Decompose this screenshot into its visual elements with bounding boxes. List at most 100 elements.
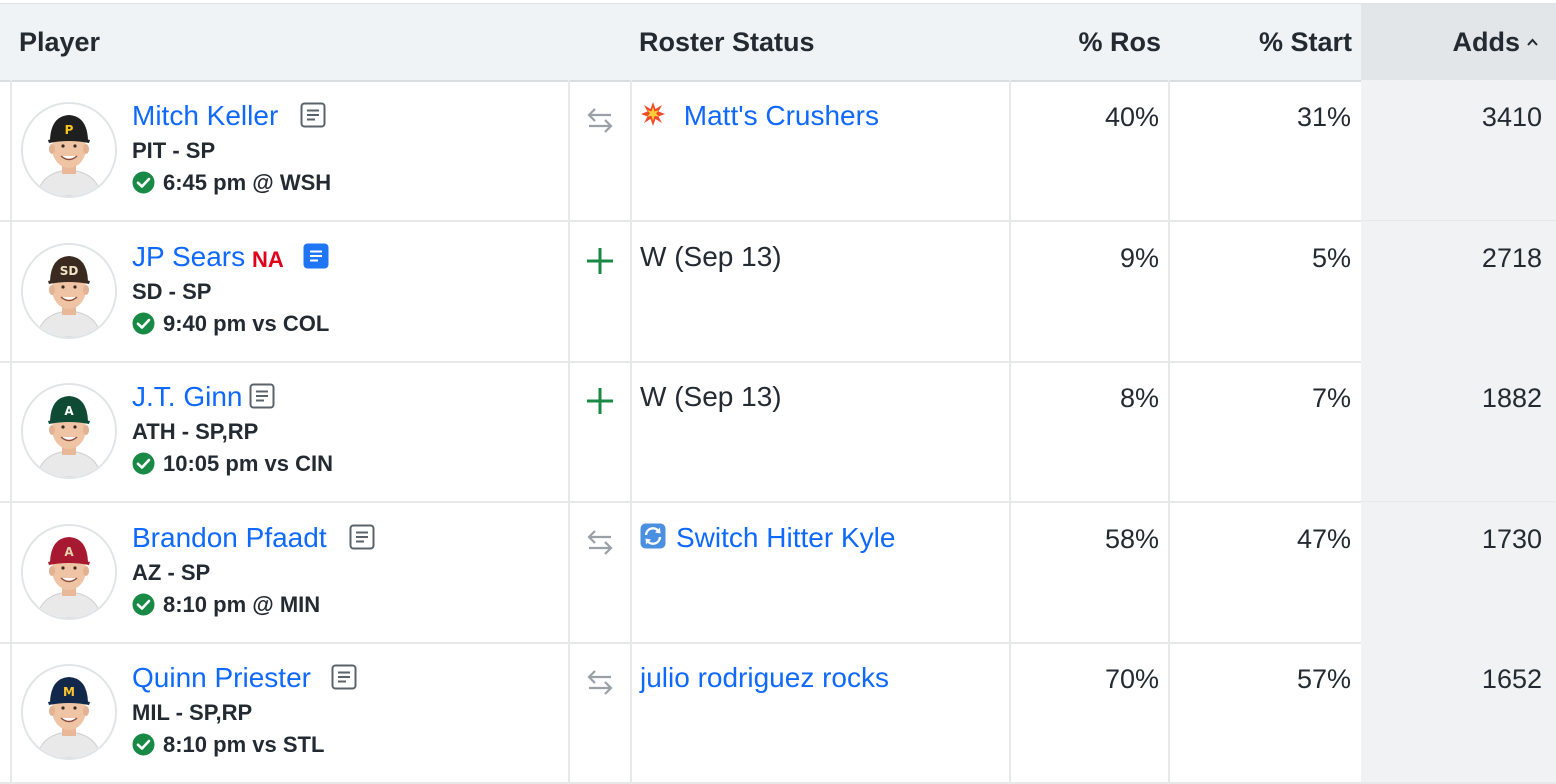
game-time-text: 6:45 pm @ WSH (163, 170, 332, 195)
roster-status[interactable]: Switch Hitter Kyle (640, 522, 895, 554)
roster-status[interactable]: julio rodriguez rocks (640, 662, 889, 694)
roster-status-text: Switch Hitter Kyle (676, 521, 896, 553)
column-divider (1168, 642, 1170, 782)
pct-rostered: 70% (1104, 664, 1159, 694)
player-team-position: PIT - SP (132, 138, 216, 163)
column-divider (630, 642, 632, 782)
column-divider (1009, 361, 1011, 501)
column-divider (1168, 220, 1170, 361)
table-row: A J.T. Ginn ATH - SP,RP 10:05 pm vs CIN … (0, 361, 1556, 503)
column-divider (630, 80, 632, 220)
column-header-roster-status[interactable]: Roster Status (639, 27, 815, 57)
player-headshot-icon: A (23, 385, 115, 477)
pct-started: 7% (1311, 383, 1351, 413)
game-time-text: 9:40 pm vs COL (163, 310, 330, 336)
player-name-link[interactable]: JP Sears (132, 240, 246, 272)
player-avatar[interactable]: SD (21, 242, 117, 339)
column-divider (1009, 220, 1011, 361)
refresh-icon (640, 523, 666, 548)
player-avatar[interactable]: M (21, 664, 117, 760)
player-note-icon[interactable] (349, 524, 375, 550)
svg-text:SD: SD (60, 264, 79, 278)
game-info: 10:05 pm vs CIN (132, 451, 333, 477)
player-note-icon[interactable] (331, 664, 357, 690)
player-name-link[interactable]: Quinn Priester (132, 662, 311, 693)
svg-text:M: M (63, 685, 75, 699)
add-player-icon[interactable] (584, 245, 616, 277)
table-header: Player Roster Status % Ros % Start Adds (0, 3, 1556, 82)
roster-status[interactable]: Matt's Crushers (640, 100, 879, 132)
roster-status-text: W (Sep 13) (640, 240, 782, 272)
column-divider (10, 80, 12, 220)
roster-status-text: W (Sep 13) (640, 381, 782, 412)
column-divider (10, 361, 12, 501)
game-info: 8:10 pm vs STL (132, 732, 324, 758)
column-divider (568, 642, 570, 782)
column-divider (1009, 80, 1011, 220)
pct-started: 47% (1296, 523, 1351, 554)
column-header-pct-ros[interactable]: % Ros (1078, 27, 1161, 57)
game-info: 6:45 pm @ WSH (132, 170, 331, 196)
player-team-position: AZ - SP (132, 559, 211, 585)
check-circle-icon (132, 171, 155, 194)
player-name-link[interactable]: J.T. Ginn (132, 381, 243, 412)
pct-started: 31% (1296, 102, 1351, 132)
adds-cell-bg (1361, 501, 1556, 642)
column-header-player[interactable]: Player (19, 27, 101, 57)
trade-icon[interactable] (584, 526, 616, 558)
explosion-icon (641, 102, 665, 126)
svg-text:A: A (64, 545, 74, 559)
table-row: P Mitch Keller PIT - SP 6:45 pm @ WSH (0, 80, 1556, 222)
pct-rostered: 9% (1119, 242, 1159, 273)
player-name-link[interactable]: Brandon Pfaadt (132, 521, 327, 553)
game-info: 8:10 pm @ MIN (132, 592, 320, 618)
adds-header-bg (1361, 4, 1556, 80)
player-note-icon[interactable] (249, 383, 275, 409)
column-divider (1009, 642, 1011, 782)
column-divider (1168, 361, 1170, 501)
table-row: M Quinn Priester MIL - SP,RP 8:10 pm vs … (0, 642, 1556, 784)
column-divider (568, 80, 570, 220)
player-team-position: SD - SP (132, 278, 212, 304)
game-time-text: 8:10 pm vs STL (163, 732, 325, 757)
player-avatar[interactable]: A (21, 383, 117, 479)
na-status-badge: NA (252, 246, 284, 272)
column-divider (568, 361, 570, 501)
column-divider (568, 501, 570, 642)
pct-rostered: 58% (1104, 523, 1159, 554)
player-note-active-icon[interactable] (303, 243, 329, 269)
roster-status: W (Sep 13) (640, 241, 782, 273)
adds-cell-bg (1361, 220, 1556, 361)
column-divider (630, 361, 632, 501)
add-player-icon[interactable] (584, 385, 616, 417)
column-divider (10, 220, 12, 361)
column-header-adds[interactable]: Adds (1452, 27, 1521, 57)
player-name-link[interactable]: Mitch Keller (132, 100, 279, 131)
player-headshot-icon: SD (23, 244, 115, 337)
pct-rostered: 8% (1119, 383, 1159, 413)
adds-count: 3410 (1481, 102, 1542, 132)
roster-status-text: julio rodriguez rocks (640, 662, 889, 693)
column-divider (568, 220, 570, 361)
pct-started: 57% (1296, 664, 1351, 694)
trade-icon[interactable] (584, 666, 616, 698)
pct-started: 5% (1311, 242, 1351, 273)
roster-status-text: Matt's Crushers (683, 100, 879, 131)
column-divider (630, 220, 632, 361)
player-note-icon[interactable] (300, 102, 326, 128)
column-divider (630, 501, 632, 642)
player-avatar[interactable]: A (21, 523, 117, 620)
adds-count: 1882 (1481, 383, 1542, 413)
adds-count: 1730 (1481, 523, 1542, 554)
roster-status: W (Sep 13) (640, 381, 782, 413)
column-header-pct-start[interactable]: % Start (1258, 27, 1352, 57)
column-divider (1168, 80, 1170, 220)
chevron-up-icon[interactable] (1527, 37, 1538, 48)
player-avatar[interactable]: P (21, 102, 117, 198)
column-divider (10, 501, 12, 642)
svg-text:P: P (65, 123, 74, 137)
player-headshot-icon: A (23, 525, 115, 618)
trade-icon[interactable] (584, 104, 616, 136)
column-divider (10, 642, 12, 782)
game-time-text: 8:10 pm @ MIN (163, 591, 321, 617)
